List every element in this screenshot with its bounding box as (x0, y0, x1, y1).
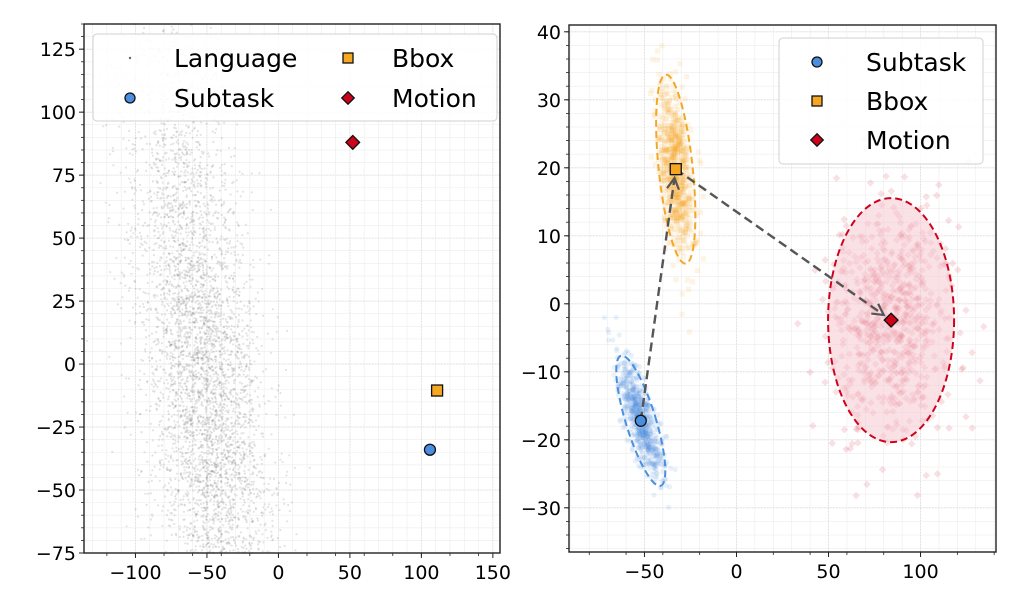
circle-marker-icon (124, 92, 136, 104)
left-axes: −100 −50 0 50 100 150 −75 −50 −25 0 25 50 75 100 125 (36, 23, 511, 584)
bbox-point-cloud (648, 43, 706, 335)
y-tick-label: −25 (36, 417, 76, 439)
y-tick-label: −20 (521, 430, 561, 452)
arrow-bbox-to-motion (675, 168, 886, 317)
motion-confidence-ellipse (827, 197, 956, 444)
left-legend-item-subtask: Subtask (124, 84, 275, 113)
y-tick-label: 10 (537, 226, 561, 248)
x-tick-label: 0 (730, 561, 742, 583)
dashed-arrow-line (639, 177, 676, 421)
left-legend-box (92, 33, 498, 122)
right-axes: −50 0 50 100 −30 −20 −10 0 10 20 30 40 (521, 22, 997, 583)
y-tick-label: 50 (52, 228, 76, 250)
right-legend-label: Motion (866, 126, 951, 155)
y-tick-label: 75 (52, 165, 76, 187)
y-tick-label: 40 (537, 22, 561, 44)
y-tick-label: 30 (537, 90, 561, 112)
subtask-centroid-marker (423, 443, 437, 456)
y-tick-label: 100 (40, 102, 76, 124)
x-tick-label: 50 (816, 561, 840, 583)
right-legend-item-motion: Motion (809, 126, 951, 155)
diamond-marker-icon (340, 90, 356, 106)
left-legend-item-language: Language (128, 44, 297, 73)
right-axes-frame (568, 24, 997, 553)
subtask-centroid-marker (634, 414, 647, 427)
arrow-head-icon (871, 303, 886, 317)
right-legend: Subtask Bbox Motion (778, 37, 984, 165)
square-marker-icon (811, 95, 823, 107)
circle-marker-icon (811, 56, 823, 68)
y-tick-label: 125 (40, 39, 76, 61)
dot-marker-icon (128, 56, 132, 60)
right-legend-item-subtask: Subtask (811, 48, 967, 77)
subtask-confidence-ellipse (615, 354, 667, 487)
y-tick-label: 0 (64, 354, 76, 376)
motion-centroid-marker (344, 134, 361, 151)
left-legend-label: Language (174, 44, 297, 73)
y-tick-label: −10 (521, 362, 561, 384)
left-legend-item-motion: Motion (340, 84, 477, 113)
transition-arrows (639, 168, 886, 421)
x-tick-label: 100 (403, 562, 439, 584)
arrow-subtask-to-bbox (639, 175, 680, 421)
x-tick-label: 100 (902, 561, 938, 583)
left-scatter-panel: −100 −50 0 50 100 150 −75 −50 −25 0 25 50 75 100 125 L… (36, 23, 511, 584)
right-scatter-panel: −50 0 50 100 −30 −20 −10 0 10 20 30 40 Subtask Bbox M… (521, 22, 997, 583)
y-tick-label: −50 (36, 480, 76, 502)
bbox-centroid-marker (669, 163, 682, 176)
left-legend-label: Subtask (174, 84, 275, 113)
right-centroid-markers (634, 163, 899, 427)
right-legend-box (778, 37, 984, 165)
right-legend-label: Bbox (866, 87, 928, 116)
right-legend-label: Subtask (866, 48, 967, 77)
x-tick-label: 0 (272, 562, 284, 584)
language-point-cloud (85, 23, 311, 555)
y-tick-label: 20 (537, 158, 561, 180)
x-tick-label: −100 (109, 562, 161, 584)
left-legend-item-bbox: Bbox (342, 44, 454, 73)
y-tick-label: −30 (521, 498, 561, 520)
right-legend-item-bbox: Bbox (811, 87, 928, 116)
subtask-point-cloud (601, 314, 678, 510)
left-centroid-markers (344, 134, 444, 456)
y-tick-label: −75 (36, 543, 76, 565)
square-marker-icon (342, 52, 354, 64)
dashed-arrow-line (675, 168, 885, 316)
y-tick-label: 25 (52, 291, 76, 313)
arrow-head-icon (666, 175, 680, 191)
y-tick-label: 0 (549, 294, 561, 316)
bbox-confidence-ellipse (655, 73, 697, 265)
x-tick-label: −50 (624, 561, 664, 583)
motion-centroid-marker (883, 312, 899, 328)
x-tick-label: 50 (338, 562, 362, 584)
left-legend: Language Subtask Bbox Motion (92, 33, 498, 122)
x-tick-label: 150 (475, 562, 511, 584)
x-tick-label: −50 (187, 562, 227, 584)
bbox-centroid-marker (430, 384, 444, 397)
diamond-marker-icon (809, 132, 825, 148)
left-legend-label: Bbox (392, 44, 454, 73)
left-legend-label: Motion (392, 84, 477, 113)
